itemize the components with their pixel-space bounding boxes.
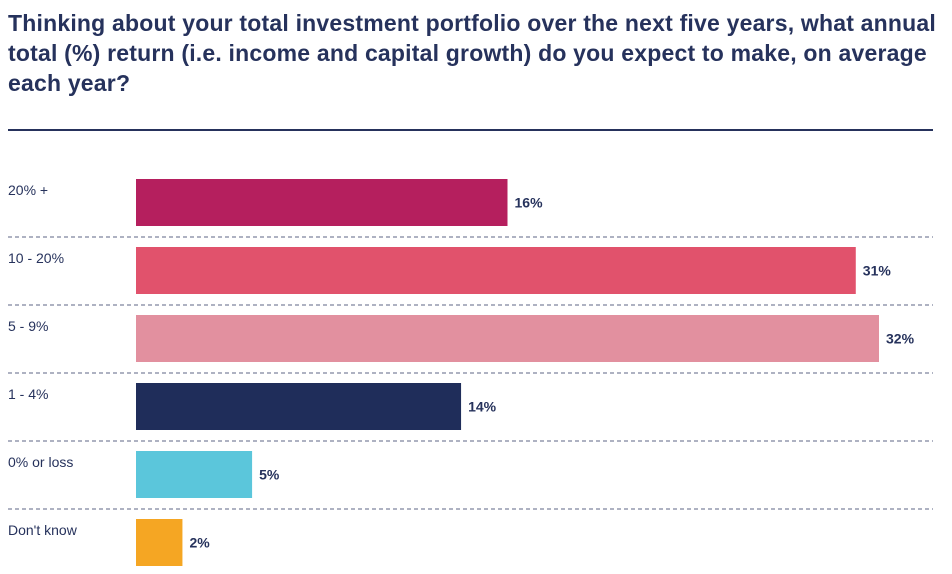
category-label: 20% + [8,182,48,198]
data-label: 31% [863,263,892,279]
data-label: 32% [886,331,915,347]
bar [136,519,183,566]
bar [136,451,253,498]
title-divider [8,129,933,131]
bar [136,179,508,226]
chart-title: Thinking about your total investment por… [8,10,936,96]
category-label: 1 - 4% [8,386,48,402]
data-label: 5% [259,467,280,483]
category-label: 5 - 9% [8,318,48,334]
data-label: 14% [468,399,497,415]
category-label: 0% or loss [8,454,73,470]
bar [136,383,462,430]
category-label: 10 - 20% [8,250,64,266]
category-label: Don't know [8,522,78,538]
bar [136,315,879,362]
data-label: 16% [515,195,544,211]
bar [136,247,856,294]
data-label: 2% [189,535,210,551]
